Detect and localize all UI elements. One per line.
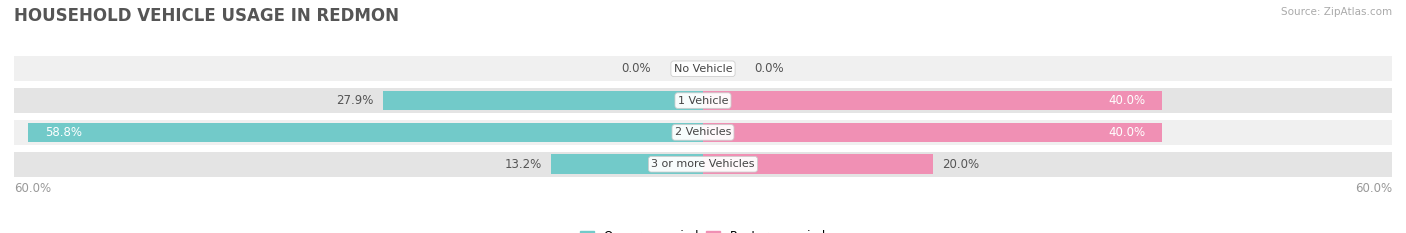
Bar — [703, 91, 1163, 110]
Text: 58.8%: 58.8% — [45, 126, 82, 139]
Text: 27.9%: 27.9% — [336, 94, 374, 107]
Text: 0.0%: 0.0% — [755, 62, 785, 75]
Text: 2 Vehicles: 2 Vehicles — [675, 127, 731, 137]
Bar — [14, 152, 1392, 177]
Text: HOUSEHOLD VEHICLE USAGE IN REDMON: HOUSEHOLD VEHICLE USAGE IN REDMON — [14, 7, 399, 25]
Legend: Owner-occupied, Renter-occupied: Owner-occupied, Renter-occupied — [575, 225, 831, 233]
Text: 0.0%: 0.0% — [621, 62, 651, 75]
Text: 40.0%: 40.0% — [1108, 94, 1144, 107]
Bar — [551, 154, 703, 174]
Text: 60.0%: 60.0% — [14, 182, 51, 195]
Text: 60.0%: 60.0% — [1355, 182, 1392, 195]
Bar — [14, 120, 1392, 145]
Text: 13.2%: 13.2% — [505, 158, 543, 171]
Text: Source: ZipAtlas.com: Source: ZipAtlas.com — [1281, 7, 1392, 17]
Text: 3 or more Vehicles: 3 or more Vehicles — [651, 159, 755, 169]
Bar — [382, 91, 703, 110]
Text: 20.0%: 20.0% — [942, 158, 979, 171]
Bar — [703, 154, 932, 174]
Text: 1 Vehicle: 1 Vehicle — [678, 96, 728, 106]
Text: 40.0%: 40.0% — [1108, 126, 1144, 139]
Bar — [28, 123, 703, 142]
Bar — [14, 56, 1392, 81]
Text: No Vehicle: No Vehicle — [673, 64, 733, 74]
Bar — [703, 123, 1163, 142]
Bar — [14, 88, 1392, 113]
